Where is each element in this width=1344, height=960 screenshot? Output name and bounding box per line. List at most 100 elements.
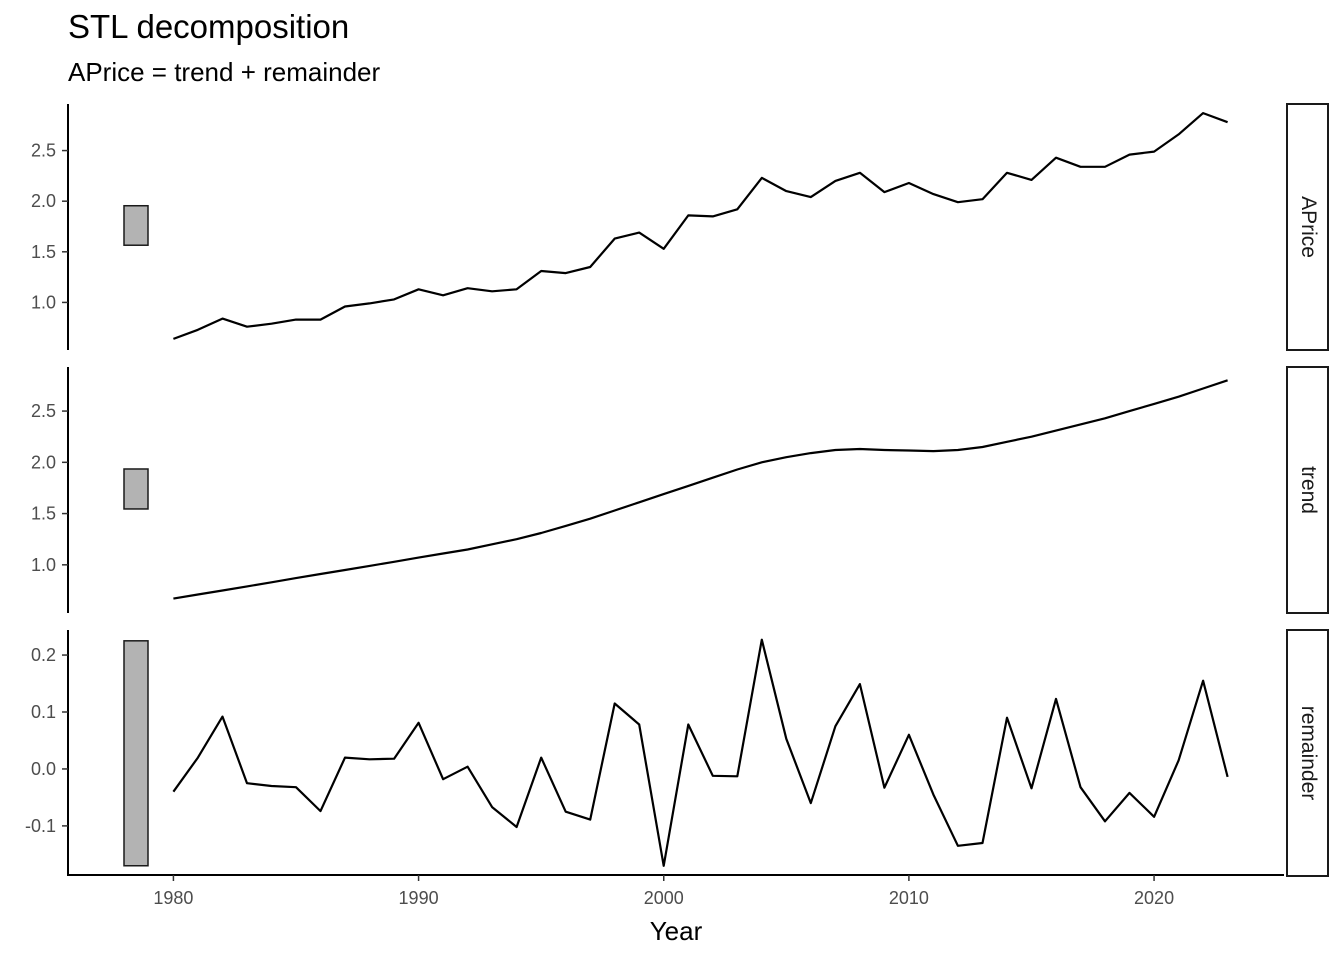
series-line-remainder <box>172 638 1229 867</box>
y-tick-label: 1.5 <box>31 504 56 524</box>
x-tick-label: 2020 <box>1134 888 1174 908</box>
data-point <box>858 447 862 451</box>
data-point <box>245 325 249 329</box>
data-point <box>245 584 249 588</box>
y-tick-label: 2.5 <box>31 401 56 421</box>
data-point <box>931 793 935 797</box>
data-point <box>319 318 323 322</box>
data-point <box>417 556 421 560</box>
data-point <box>956 844 960 848</box>
data-point <box>368 301 372 305</box>
data-point <box>343 568 347 572</box>
scale-bar <box>123 640 149 867</box>
y-tick-label: 1.0 <box>31 555 56 575</box>
data-point <box>980 841 984 845</box>
data-point <box>441 552 445 556</box>
data-point <box>392 297 396 301</box>
data-point <box>588 818 592 822</box>
scale-bar <box>123 468 149 510</box>
data-point <box>1079 165 1083 169</box>
data-point <box>1005 716 1009 720</box>
data-point <box>1079 785 1083 789</box>
data-point <box>588 517 592 521</box>
data-point <box>1103 819 1107 823</box>
data-point <box>1029 178 1033 182</box>
data-point <box>1005 440 1009 444</box>
data-point <box>294 576 298 580</box>
data-point <box>220 317 224 321</box>
data-point <box>637 723 641 727</box>
data-point <box>1103 165 1107 169</box>
data-point <box>1177 758 1181 762</box>
data-point <box>662 864 666 868</box>
data-point <box>735 468 739 472</box>
data-point <box>1054 429 1058 433</box>
data-point <box>294 785 298 789</box>
data-point <box>882 786 886 790</box>
data-point <box>662 247 666 251</box>
data-point <box>760 176 764 180</box>
data-point <box>196 756 200 760</box>
data-point <box>515 537 519 541</box>
panel-trend: 1.0 1.5 2.0 2.5 trend <box>31 366 1329 614</box>
data-point <box>907 733 911 737</box>
data-point <box>980 445 984 449</box>
data-point <box>907 181 911 185</box>
series-line-trend <box>173 379 1228 600</box>
y-tick-label: 0.0 <box>31 759 56 779</box>
data-point <box>171 597 175 601</box>
data-point <box>711 214 715 218</box>
data-point <box>858 682 862 686</box>
data-point <box>809 451 813 455</box>
data-point <box>1201 111 1205 115</box>
data-point <box>490 805 494 809</box>
data-point <box>711 774 715 778</box>
data-point <box>466 286 470 290</box>
y-tick-label: 2.0 <box>31 452 56 472</box>
data-point <box>1103 416 1107 420</box>
data-point <box>343 304 347 308</box>
x-tick-label: 2010 <box>889 888 929 908</box>
data-point <box>1054 697 1058 701</box>
chart-subtitle: APrice = trend + remainder <box>68 57 381 87</box>
data-point <box>319 572 323 576</box>
data-point <box>1226 775 1230 779</box>
data-point <box>784 455 788 459</box>
data-point <box>1201 387 1205 391</box>
data-point <box>368 564 372 568</box>
data-point <box>490 542 494 546</box>
data-point <box>269 580 273 584</box>
data-point <box>564 524 568 528</box>
data-point <box>564 810 568 814</box>
data-point <box>637 231 641 235</box>
data-point <box>441 293 445 297</box>
panel-APrice: 1.0 1.5 2.0 2.5 APrice <box>31 103 1329 351</box>
data-point <box>809 801 813 805</box>
x-axis-label: Year <box>650 916 703 946</box>
data-point <box>833 724 837 728</box>
data-point <box>882 448 886 452</box>
data-point <box>392 757 396 761</box>
data-point <box>613 509 617 513</box>
data-point <box>319 809 323 813</box>
data-point <box>515 825 519 829</box>
data-point <box>686 484 690 488</box>
data-point <box>1177 132 1181 136</box>
facet-strip <box>1286 103 1329 351</box>
data-point <box>368 757 372 761</box>
data-point <box>1005 171 1009 175</box>
data-point <box>1128 791 1132 795</box>
data-point <box>833 179 837 183</box>
data-point <box>294 318 298 322</box>
chart-title: STL decomposition <box>68 8 350 45</box>
data-point <box>760 460 764 464</box>
strip-label-APrice: APrice <box>1297 196 1320 258</box>
data-point <box>907 449 911 453</box>
data-point <box>735 207 739 211</box>
data-point <box>956 200 960 204</box>
y-tick-label: 1.5 <box>31 242 56 262</box>
data-point <box>245 781 249 785</box>
data-point <box>269 784 273 788</box>
data-point <box>1054 156 1058 160</box>
